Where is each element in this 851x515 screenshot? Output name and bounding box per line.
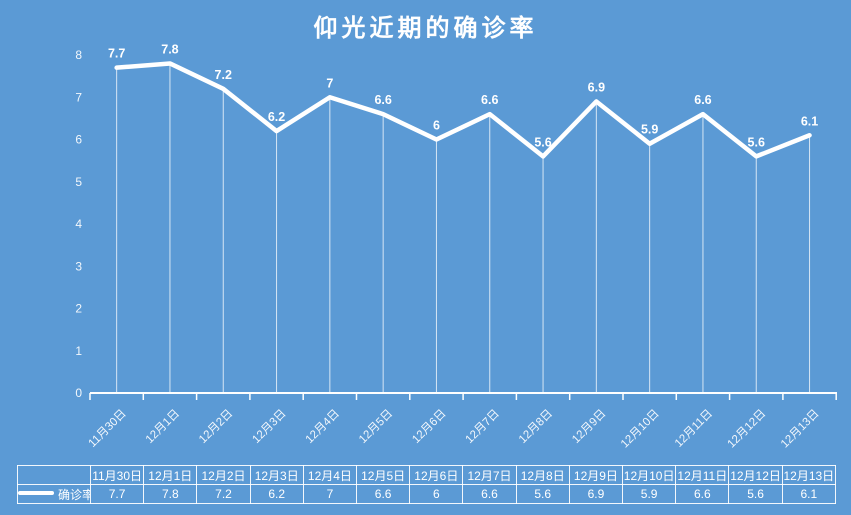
data-label: 5.6: [748, 135, 765, 149]
data-label: 5.9: [641, 123, 658, 137]
x-axis-label: 12月12日: [726, 408, 769, 451]
data-label: 6.2: [268, 110, 285, 124]
table-value-cell: 7.7: [89, 484, 145, 504]
table-header-cell: 12月10日: [622, 465, 677, 485]
data-label: 6.6: [694, 93, 711, 107]
table-value-cell: 6.9: [568, 484, 624, 504]
x-axis-label: 12月13日: [779, 408, 822, 451]
data-label: 6.1: [801, 114, 818, 128]
table-value-cell: 6.6: [675, 484, 730, 504]
x-axis-label: 12月6日: [410, 408, 448, 446]
data-label: 7: [326, 76, 333, 90]
table-value-cell: 7.8: [143, 484, 198, 504]
x-axis-label: 12月8日: [517, 408, 555, 446]
chart-title: 仰光近期的确诊率: [313, 16, 538, 42]
data-label: 7.7: [108, 47, 125, 61]
data-label: 5.6: [534, 135, 551, 149]
table-value-cell: 6.2: [249, 484, 304, 504]
data-label: 6.6: [481, 93, 498, 107]
table-value-cell: 5.6: [515, 484, 570, 504]
y-axis-label: 7: [75, 90, 82, 104]
table-header-cell: 12月9日: [568, 465, 624, 485]
table-value-cell: 7: [302, 484, 358, 504]
table-header-cell: 12月5日: [356, 465, 411, 485]
data-label: 6.6: [374, 93, 391, 107]
table-header-cell: 12月13日: [781, 465, 837, 485]
x-axis-label: 12月5日: [357, 408, 395, 446]
data-label: 7.2: [215, 68, 232, 82]
table-value-cell: 7.2: [196, 484, 251, 504]
series-line: [114, 61, 812, 159]
table-value-cell: 6: [409, 484, 464, 504]
data-label: 6: [433, 119, 440, 133]
y-axis-label: 2: [75, 302, 82, 316]
series-line-icon: [18, 491, 54, 495]
table-header-cell: 12月4日: [302, 465, 358, 485]
table-header-cell: 12月8日: [515, 465, 570, 485]
x-axis-label: 12月9日: [570, 408, 608, 446]
y-axis-label: 8: [75, 48, 82, 62]
table-header-cell: 12月7日: [462, 465, 517, 485]
y-axis-label: 6: [75, 133, 82, 147]
table-header-cell: 12月11日: [675, 465, 730, 485]
legend-cell: 确诊率: [17, 484, 91, 504]
table-header-cell: 12月2日: [196, 465, 251, 485]
table-value-cell: 6.6: [462, 484, 517, 504]
table-header-cell: 12月12日: [728, 465, 783, 485]
data-label: 6.9: [588, 80, 605, 94]
x-axis-label: 12月4日: [304, 408, 342, 446]
table-header-cell: 12月3日: [249, 465, 304, 485]
x-axis-label: 12月2日: [197, 408, 235, 446]
x-axis-label: 12月7日: [464, 408, 502, 446]
data-table: 11月30日 12月1日 12月2日 12月3日 12月4日 12月5日 12月6日 12月7…: [17, 465, 837, 504]
table-header-cell: 12月1日: [143, 465, 198, 485]
y-axis-label: 0: [75, 386, 82, 400]
data-label: 7.8: [161, 42, 178, 56]
x-axis-label: 12月10日: [619, 408, 662, 451]
y-axis-label: 1: [75, 344, 82, 358]
table-value-cell: 6.1: [781, 484, 837, 504]
x-axis-label: 11月30日: [87, 408, 129, 450]
x-axis-label: 12月3日: [250, 408, 288, 446]
table-header-cell: 12月6日: [409, 465, 464, 485]
line-plot-area: 7.7 7.87.26.276.666.65.66.95.96.65.66.101…: [75, 42, 837, 451]
table-value-cell: 6.6: [356, 484, 411, 504]
x-axis-label: 12月1日: [144, 408, 182, 446]
y-axis-label: 3: [75, 259, 82, 273]
y-axis-label: 5: [75, 175, 82, 189]
y-axis-label: 4: [75, 217, 82, 231]
x-axis-label: 12月11日: [673, 408, 715, 450]
table-header-cell: 11月30日: [89, 465, 145, 485]
table-value-cell: 5.6: [728, 484, 783, 504]
legend-label: 确诊率: [58, 487, 91, 502]
table-value-cell: 5.9: [622, 484, 677, 504]
table-corner-blank: [17, 465, 91, 485]
